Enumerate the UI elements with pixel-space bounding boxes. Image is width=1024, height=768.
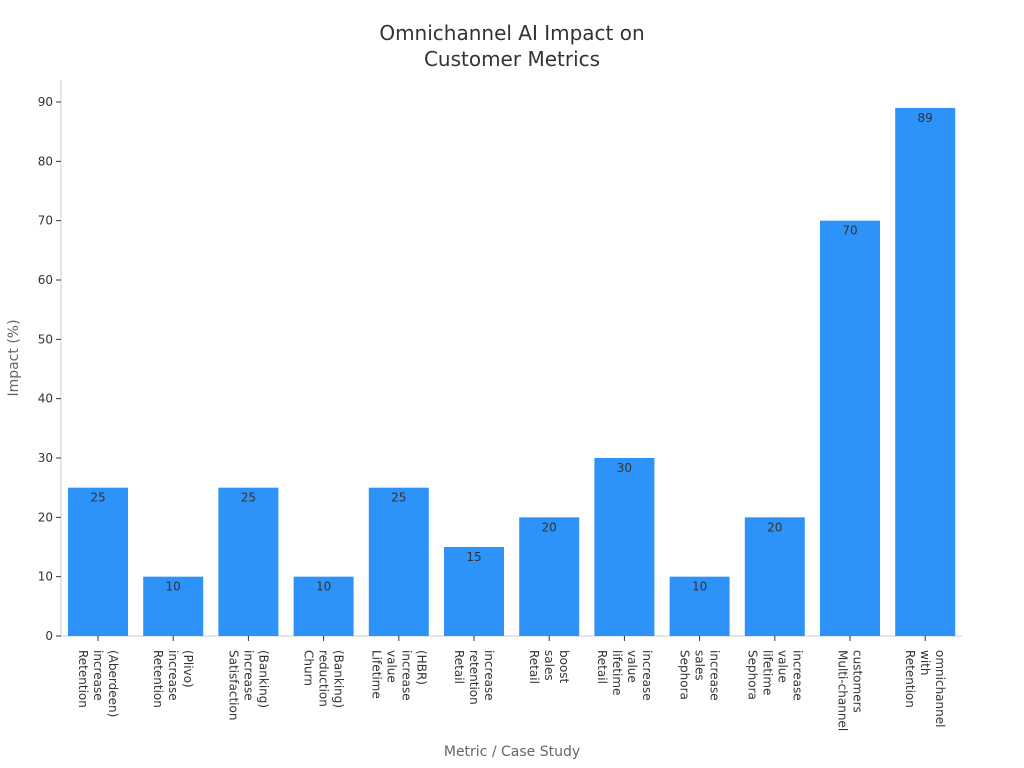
bar xyxy=(444,547,504,636)
x-tick-label-line: Retention xyxy=(76,650,90,708)
x-tick-label-line: (Aberdeen) xyxy=(106,650,120,717)
bar-value-label: 70 xyxy=(842,224,857,238)
x-tick-label-line: sales xyxy=(693,650,707,681)
bar-value-label: 10 xyxy=(692,580,707,594)
x-tick-label-line: Retention xyxy=(903,650,917,708)
y-tick-label: 0 xyxy=(45,629,53,643)
bar xyxy=(744,517,805,636)
x-tick-label-line: increase xyxy=(640,650,654,701)
bar xyxy=(820,220,880,636)
x-tick-label-line: increase xyxy=(241,650,255,701)
x-tick-label-line: value xyxy=(775,650,789,683)
x-tick-label: Retention increase (Plivo) xyxy=(151,650,195,708)
x-tick-label: Retail sales boost xyxy=(527,650,571,684)
x-tick-label-line: Lifetime xyxy=(369,650,383,699)
y-axis-label: Impact (%) xyxy=(6,319,22,396)
x-tick-label-line: increase xyxy=(91,650,105,701)
bar-value-label: 15 xyxy=(466,550,481,564)
x-tick-label-line: Retail xyxy=(527,650,541,684)
x-tick-label: Retail lifetime value increase xyxy=(595,650,654,701)
x-tick-label-line: increase xyxy=(166,650,180,701)
x-tick-label-line: reduction xyxy=(317,650,331,707)
bar xyxy=(368,487,429,636)
x-tick-label-line: boost xyxy=(557,650,571,684)
y-tick-label: 80 xyxy=(38,154,53,168)
x-tick-label: Lifetime value increase (HBR) xyxy=(369,650,428,701)
x-tick-label: Multi-channel customers xyxy=(836,650,865,731)
x-tick-label: Sephora lifetime value increase xyxy=(745,650,804,701)
y-tick-label: 20 xyxy=(38,510,53,524)
x-tick-label-line: (HBR) xyxy=(414,650,428,685)
bar-value-label: 25 xyxy=(391,491,406,505)
x-tick-label: Retention increase (Aberdeen) xyxy=(76,650,120,717)
bar xyxy=(143,576,204,636)
x-tick-label: Retention with omnichannel xyxy=(903,650,947,727)
bar xyxy=(669,576,730,636)
x-tick-label: Churn reduction (Banking) xyxy=(302,650,346,708)
x-tick-label-line: (Banking) xyxy=(256,650,270,708)
bar-value-label: 20 xyxy=(767,520,782,534)
x-tick-label-line: Retail xyxy=(595,650,609,684)
bar xyxy=(293,576,354,636)
bar xyxy=(519,517,580,636)
bar-value-label: 89 xyxy=(918,111,933,125)
x-tick-label-line: lifetime xyxy=(610,650,624,695)
bar-value-label: 10 xyxy=(166,580,181,594)
y-tick-label: 60 xyxy=(38,273,53,287)
x-tick-label-line: value xyxy=(625,650,639,683)
x-tick-label-line: lifetime xyxy=(760,650,774,695)
chart-title-line-1: Omnichannel AI Impact on xyxy=(379,21,644,45)
x-tick-label-line: Sephora xyxy=(745,650,759,700)
x-tick-label-line: retention xyxy=(467,650,481,705)
bar-value-label: 20 xyxy=(542,520,557,534)
x-tick-label: Satisfaction increase (Banking) xyxy=(226,650,270,720)
bar-value-label: 30 xyxy=(617,461,632,475)
x-tick-label-line: Churn xyxy=(302,650,316,686)
x-tick-label-line: increase xyxy=(790,650,804,701)
y-tick-label: 90 xyxy=(38,95,53,109)
x-tick-label-line: Satisfaction xyxy=(226,650,240,720)
x-tick-label: Sephora sales increase xyxy=(678,650,722,701)
x-tick-label-line: customers xyxy=(851,650,865,713)
x-tick-label-line: sales xyxy=(542,650,556,681)
bar xyxy=(68,487,128,636)
x-tick-label-line: (Banking) xyxy=(332,650,346,708)
y-tick-label: 10 xyxy=(38,570,53,584)
x-tick-label-line: increase xyxy=(399,650,413,701)
y-tick-label: 70 xyxy=(38,214,53,228)
bar-value-label: 10 xyxy=(316,580,331,594)
x-tick-label: Retail retention increase xyxy=(452,650,496,705)
chart-title-line-2: Customer Metrics xyxy=(424,47,600,71)
x-tick-label-line: increase xyxy=(482,650,496,701)
bar xyxy=(218,487,279,636)
x-axis-label: Metric / Case Study xyxy=(444,744,580,760)
x-tick-label-line: Multi-channel xyxy=(836,650,850,731)
bar-value-label: 25 xyxy=(90,491,105,505)
x-tick-label-line: value xyxy=(384,650,398,683)
x-tick-label-line: with xyxy=(918,650,932,675)
y-tick-label: 30 xyxy=(38,451,53,465)
y-tick-label: 50 xyxy=(38,332,53,346)
x-tick-label-line: (Plivo) xyxy=(181,650,195,688)
bar-value-label: 25 xyxy=(241,491,256,505)
x-tick-label-line: Sephora xyxy=(678,650,692,700)
x-tick-label-line: Retention xyxy=(151,650,165,708)
x-tick-label-line: increase xyxy=(708,650,722,701)
x-tick-label-line: Retail xyxy=(452,650,466,684)
y-tick-label: 40 xyxy=(38,392,53,406)
x-tick-label-line: omnichannel xyxy=(933,650,947,727)
bar xyxy=(895,107,956,636)
bar xyxy=(594,458,655,636)
